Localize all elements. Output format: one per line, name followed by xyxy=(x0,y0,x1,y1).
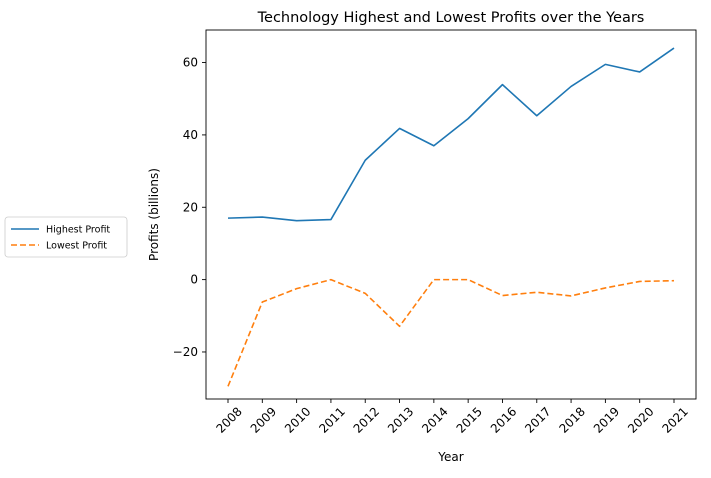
x-tick-label: 2019 xyxy=(591,404,622,435)
x-tick-label: 2015 xyxy=(454,404,485,435)
x-tick-label: 2008 xyxy=(213,404,244,435)
x-tick-label: 2013 xyxy=(385,404,416,435)
x-tick-label: 2018 xyxy=(556,404,587,435)
y-axis-label: Profits (billions) xyxy=(147,168,161,261)
y-tick-label: −20 xyxy=(173,345,198,359)
x-tick-label: 2020 xyxy=(625,404,656,435)
legend-label-1: Highest Profit xyxy=(46,225,110,236)
y-tick-label: 0 xyxy=(190,273,198,287)
x-tick-label: 2014 xyxy=(419,404,450,435)
plot-frame xyxy=(205,29,697,400)
x-tick-label: 2009 xyxy=(248,404,279,435)
y-tick-label: 40 xyxy=(183,128,198,142)
chart-title: Technology Highest and Lowest Profits ov… xyxy=(257,10,645,26)
y-tick-label: 20 xyxy=(183,200,198,214)
x-tick-label: 2017 xyxy=(522,404,553,435)
x-tick-label: 2010 xyxy=(282,404,313,435)
series-line-2 xyxy=(227,278,675,387)
legend: Highest Profit Lowest Profit xyxy=(4,216,128,258)
x-axis-label: Year xyxy=(437,450,463,464)
x-tick-label: 2016 xyxy=(488,404,519,435)
y-tick-label: 60 xyxy=(183,56,198,70)
legend-label-2: Lowest Profit xyxy=(46,241,107,252)
x-tick-label: 2021 xyxy=(659,404,690,435)
x-tick-label: 2012 xyxy=(351,404,382,435)
series-line-1 xyxy=(227,47,675,222)
x-tick-label: 2011 xyxy=(316,404,347,435)
legend-box xyxy=(4,216,128,258)
